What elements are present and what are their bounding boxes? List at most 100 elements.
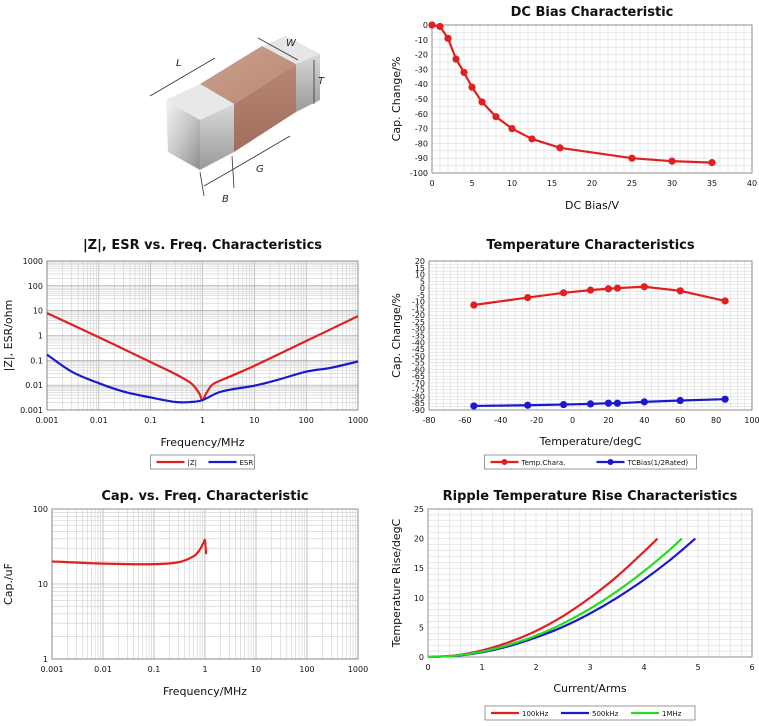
y-tick-label: -70: [412, 379, 425, 388]
x-tick-label: 0.001: [41, 665, 64, 674]
series-line: [431, 23, 713, 164]
x-tick-label: 100: [299, 665, 314, 674]
data-point: [508, 125, 516, 133]
x-tick-label: -60: [458, 416, 471, 425]
x-tick-label: 0.1: [148, 665, 161, 674]
x-axis-label: Current/Arms: [553, 682, 627, 695]
y-tick-label: 0.1: [30, 356, 43, 365]
data-point: [628, 154, 636, 162]
series-line: [427, 537, 683, 659]
y-tick-label: -65: [412, 372, 425, 381]
y-axis-label: Cap. Change/%: [390, 293, 403, 378]
y-tick-label: -80: [412, 392, 425, 401]
data-point: [676, 287, 684, 295]
x-axis-label: Frequency/MHz: [160, 436, 244, 449]
x-tick-label: 0: [425, 663, 430, 672]
data-point: [470, 402, 478, 410]
legend-label: 100kHz: [522, 710, 549, 718]
plot-frame: [427, 508, 753, 658]
x-tick-label: 15: [547, 179, 557, 188]
y-tick-label: 0: [419, 653, 424, 662]
legend-box: [150, 454, 255, 470]
x-tick-label: 100: [744, 416, 759, 425]
chart-title: Cap. vs. Freq. Characteristic: [101, 489, 308, 504]
y-tick-label: 0.01: [25, 381, 43, 390]
y-tick-label: -30: [415, 65, 428, 74]
x-tick-label: 10: [249, 416, 259, 425]
y-tick-label: -20: [415, 51, 428, 60]
plot-frame: [51, 508, 359, 660]
y-tick-label: -90: [415, 154, 428, 163]
legend-label: Temp.Chara.: [521, 459, 566, 467]
y-tick-label: 0.001: [20, 406, 43, 415]
data-point: [528, 135, 536, 143]
chart-title: |Z|, ESR vs. Freq. Characteristics: [83, 238, 322, 253]
dim-label-width: W: [286, 38, 297, 49]
y-tick-label: -60: [415, 110, 428, 119]
x-tick-label: 5: [469, 179, 474, 188]
x-tick-label: 3: [587, 663, 592, 672]
y-tick-label: -70: [415, 125, 428, 134]
data-point: [478, 98, 486, 106]
data-point: [604, 399, 613, 407]
x-tick-label: 60: [675, 416, 685, 425]
y-tick-label: -50: [412, 352, 425, 361]
y-tick-label: 10: [33, 307, 43, 316]
y-tick-label: -100: [410, 169, 428, 178]
data-point: [676, 396, 684, 405]
y-tick-label: -40: [412, 338, 425, 347]
x-tick-label: 4: [641, 663, 646, 672]
y-tick-label: -35: [412, 332, 425, 341]
chart-title: DC Bias Characteristic: [511, 5, 674, 20]
x-tick-label: 0: [570, 416, 575, 425]
y-tick-label: -80: [415, 139, 428, 148]
x-tick-label: -20: [530, 416, 543, 425]
x-axis-label: DC Bias/V: [565, 199, 619, 212]
y-axis-label: Cap. Change/%: [390, 57, 403, 142]
y-tick-label: -50: [415, 95, 428, 104]
data-point: [640, 398, 648, 406]
x-tick-label: 20: [603, 416, 613, 425]
legend-label: |Z|: [188, 459, 198, 467]
x-tick-label: 0: [429, 179, 434, 188]
x-tick-label: 35: [707, 179, 717, 188]
data-point: [468, 83, 476, 91]
y-tick-label: -40: [415, 80, 428, 89]
x-tick-label: 5: [695, 663, 700, 672]
x-axis-label: Temperature/degC: [539, 435, 642, 448]
data-point: [604, 285, 613, 293]
y-tick-label: 20: [415, 257, 425, 266]
data-point: [556, 144, 564, 152]
data-point: [436, 22, 444, 31]
x-tick-label: 10: [251, 665, 261, 674]
data-point: [721, 395, 729, 403]
y-tick-label: -60: [412, 365, 425, 374]
y-tick-label: 5: [420, 277, 425, 286]
x-tick-label: 1: [202, 665, 207, 674]
x-tick-label: 80: [711, 416, 721, 425]
y-axis-label: Cap./uF: [2, 563, 15, 605]
data-point: [613, 284, 622, 292]
legend-marker: [501, 459, 508, 465]
data-point: [586, 400, 595, 408]
data-point: [524, 293, 532, 302]
x-tick-label: 0.01: [94, 665, 112, 674]
y-tick-label: 25: [414, 505, 424, 514]
chart-title: Temperature Characteristics: [486, 238, 695, 253]
y-tick-label: -30: [412, 325, 425, 334]
dim-label-length: L: [176, 58, 182, 69]
y-axis-label: Temperature Rise/degC: [390, 518, 403, 648]
data-point: [586, 286, 595, 294]
x-tick-label: 100: [299, 416, 314, 425]
data-point: [708, 159, 716, 167]
data-point: [668, 157, 676, 165]
legend-label: 500kHz: [592, 710, 619, 718]
y-tick-label: 100: [28, 282, 43, 291]
dim-label-thickness: T: [318, 76, 325, 87]
plot-frame: [46, 260, 359, 411]
